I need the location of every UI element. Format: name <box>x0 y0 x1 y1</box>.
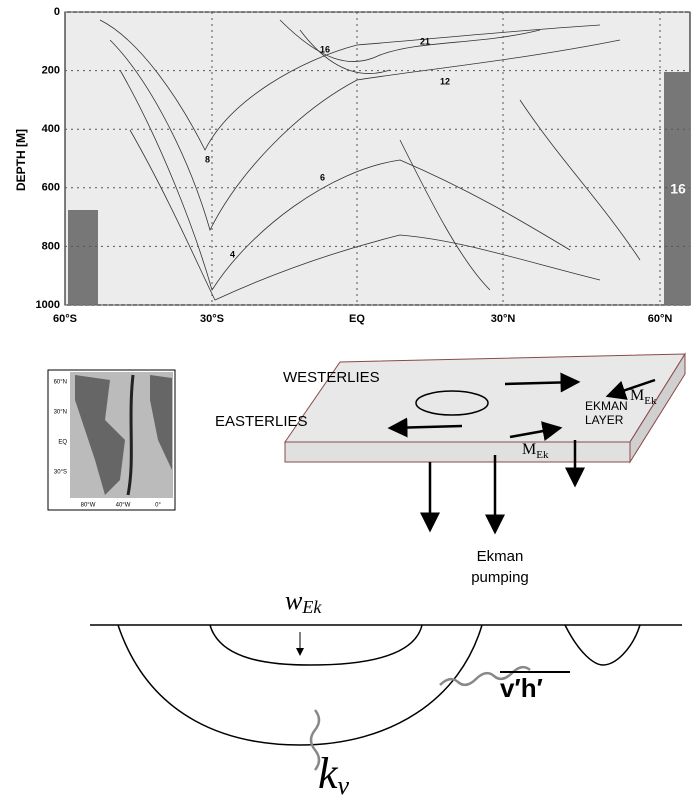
y-tick-label: 1000 <box>36 299 60 311</box>
lon-label: 80°W <box>81 503 96 509</box>
lat-label: 30°N <box>54 410 67 416</box>
contour-label: 16 <box>320 44 330 54</box>
lat-label: 60°N <box>54 380 67 386</box>
label: Ekman <box>477 548 524 565</box>
x-tick-label: 30°N <box>491 313 516 325</box>
label: v′h′ <box>500 673 543 703</box>
contour-label: 4 <box>230 249 235 259</box>
y-tick-label: 600 <box>42 182 60 194</box>
label: wEk <box>285 586 322 617</box>
isopycnals <box>90 625 682 745</box>
label: WESTERLIES <box>283 369 380 386</box>
label: EASTERLIES <box>215 413 308 430</box>
y-tick-label: 200 <box>42 65 60 77</box>
label: EKMAN <box>585 399 628 413</box>
section-label: 16 <box>670 181 686 197</box>
label: kv <box>318 749 350 800</box>
wavy-arrows <box>311 667 530 770</box>
y-tick-label: 800 <box>42 240 60 252</box>
topography <box>68 210 98 305</box>
contour-label: 8 <box>205 154 210 164</box>
lat-label: EQ <box>58 440 67 446</box>
lat-label: 30°S <box>54 470 67 476</box>
x-tick-label: 60°N <box>648 313 673 325</box>
contour-label: 21 <box>420 36 430 46</box>
label: LAYER <box>585 413 624 427</box>
x-tick-label: 30°S <box>200 313 224 325</box>
contour-label: 6 <box>320 172 325 182</box>
label: pumping <box>471 569 529 586</box>
figure: DEPTH [M] 16 0 200 400 600 800 1000 60°S 30°S EQ… <box>0 0 696 806</box>
y-axis-label: DEPTH [M] <box>14 129 28 191</box>
y-tick-label: 0 <box>54 6 60 18</box>
x-tick-label: EQ <box>349 313 365 325</box>
lon-label: 0° <box>155 503 161 509</box>
contour-label: 12 <box>440 76 450 86</box>
ekman-slab-side <box>285 442 630 462</box>
y-tick-label: 400 <box>42 123 60 135</box>
lon-label: 40°W <box>116 503 131 509</box>
x-tick-label: 60°S <box>53 313 77 325</box>
